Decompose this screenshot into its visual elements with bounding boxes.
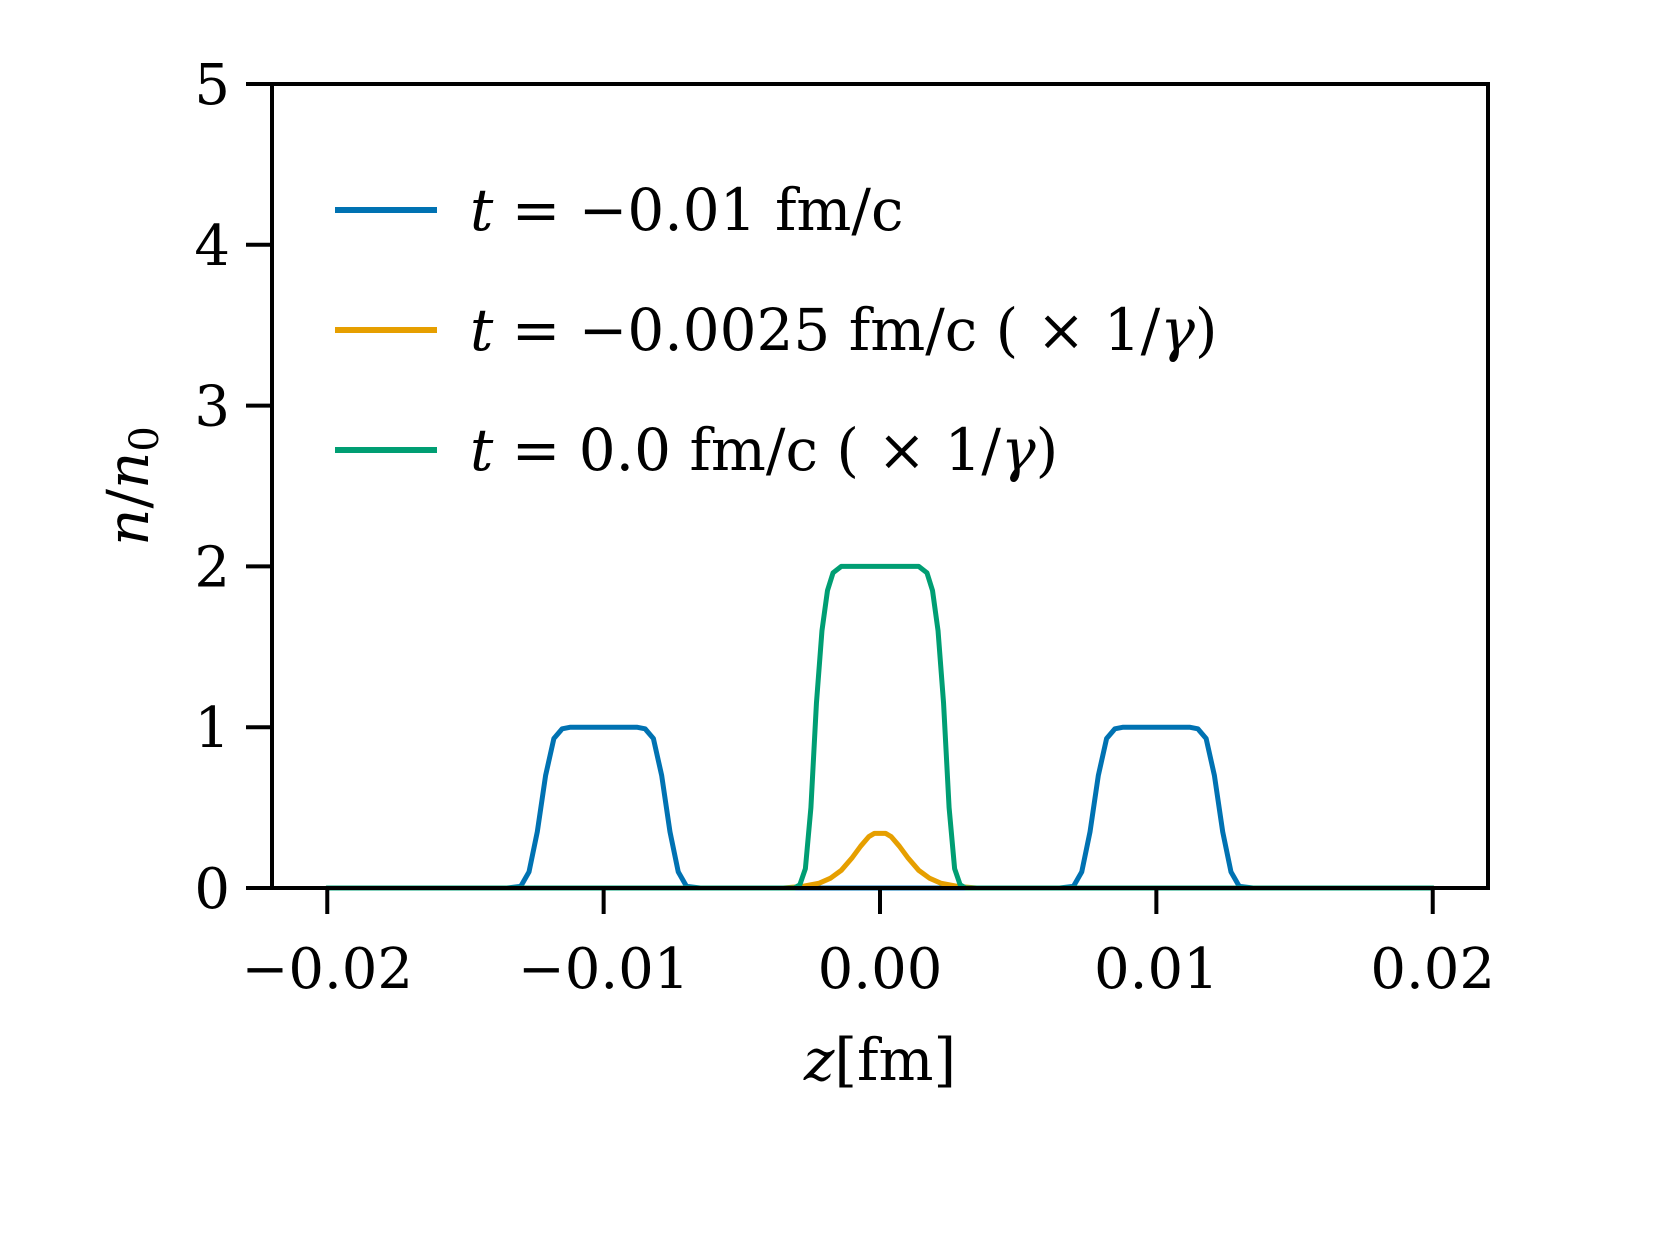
legend-label-2: t = −0.0025 fm/c ( × 1/γ) [470, 296, 1218, 364]
legend: t = −0.01 fm/c t = −0.0025 fm/c ( × 1/γ) t… [335, 176, 1218, 484]
legend-label-1: t = −0.01 fm/c [470, 176, 903, 244]
ticks-layer: −0.02 −0.01 0.00 0.01 0.02 0 1 2 3 4 5 [194, 53, 1495, 1002]
y-tick-label: 2 [194, 535, 230, 600]
y-axis-label-den: n [94, 452, 162, 489]
x-tick-label: 0.01 [1094, 937, 1219, 1002]
x-axis-label-var: z [803, 1026, 835, 1094]
series-line-1 [324, 724, 1436, 891]
y-axis-label-num: n [94, 509, 162, 546]
y-tick-label: 0 [194, 857, 230, 922]
y-axis-label: n/n0 [94, 426, 168, 546]
x-tick-label: −0.01 [518, 937, 690, 1002]
x-axis-label: z[fm] [803, 1026, 956, 1094]
y-tick-label: 3 [194, 375, 230, 440]
y-tick-label: 1 [194, 696, 230, 761]
x-axis-label-unit: [fm] [834, 1026, 956, 1094]
x-tick-label: 0.00 [818, 937, 943, 1002]
series-line-2 [324, 830, 1436, 891]
y-tick-label: 4 [194, 214, 230, 279]
legend-label-3: t = 0.0 fm/c ( × 1/γ) [470, 416, 1058, 484]
x-tick-label: −0.02 [241, 937, 413, 1002]
series-layer [324, 563, 1436, 891]
y-tick-label: 5 [194, 53, 230, 118]
series-line-3 [324, 563, 1436, 891]
x-tick-label: 0.02 [1370, 937, 1495, 1002]
y-axis-label-den-sub: 0 [122, 426, 168, 451]
